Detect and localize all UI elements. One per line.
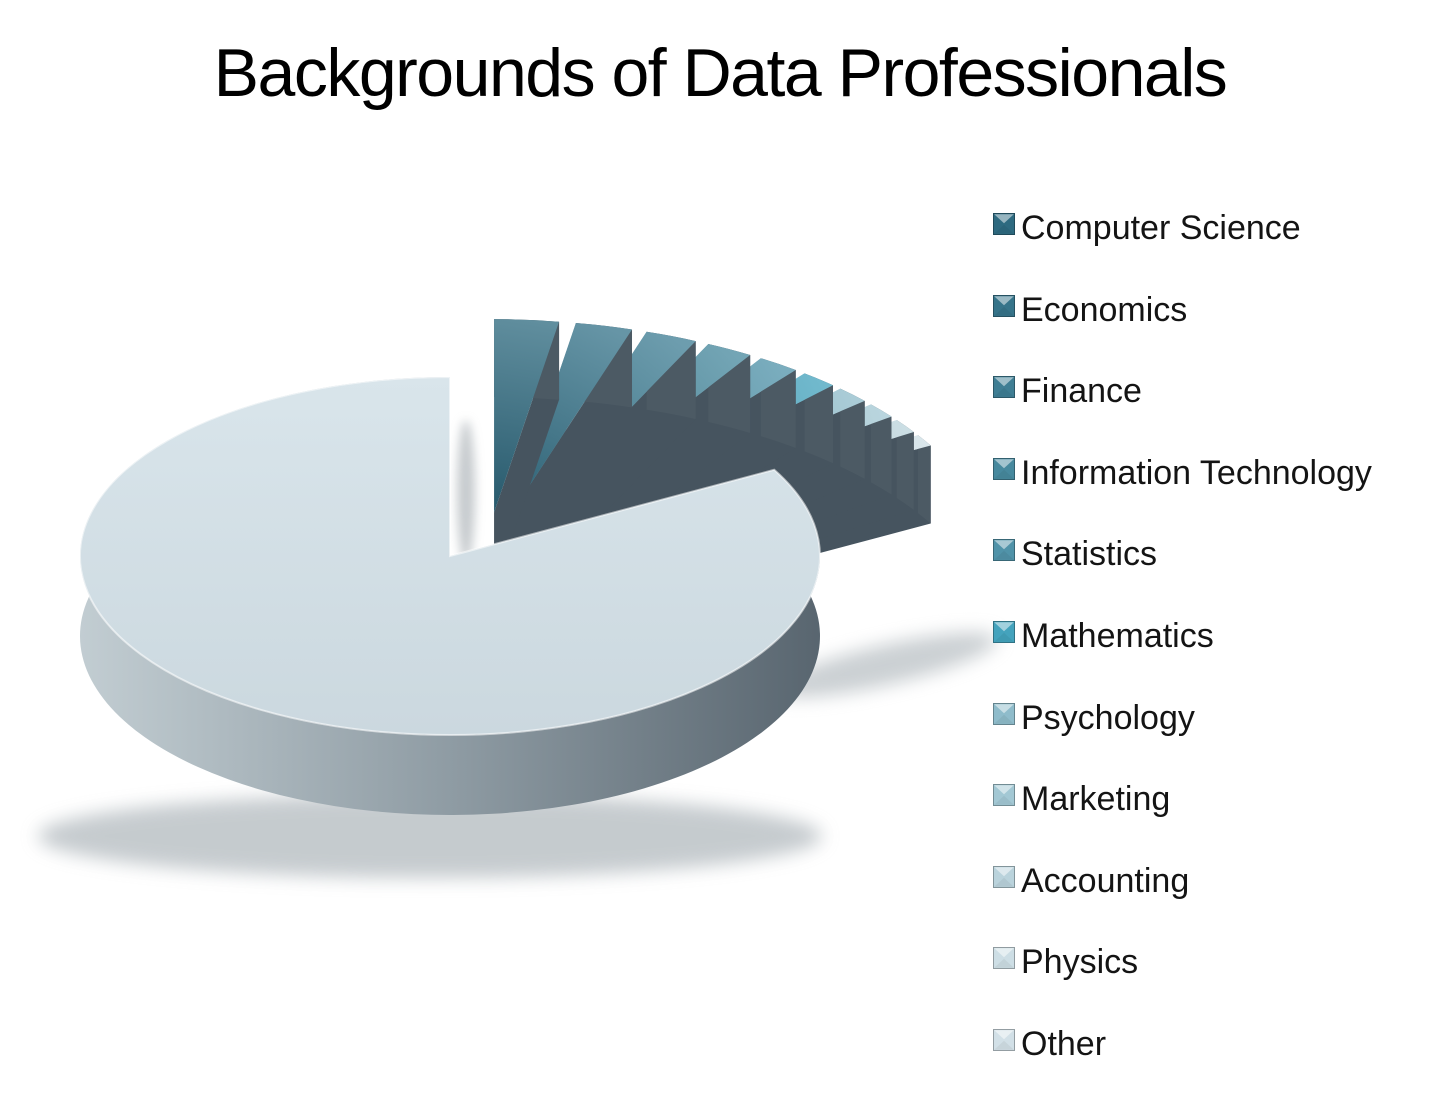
legend-item-psychology: Psychology [993, 700, 1372, 782]
pie-3d-graphic [38, 319, 998, 878]
legend-item-computer-science: Computer Science [993, 210, 1372, 292]
legend-item-label: Psychology [1021, 698, 1195, 737]
legend-swatch-icon [993, 620, 1015, 643]
legend-item-label: Information Technology [1021, 453, 1372, 492]
legend-item-label: Economics [1021, 290, 1188, 329]
legend-item-information-technology: Information Technology [993, 455, 1372, 537]
legend-item-mathematics: Mathematics [993, 618, 1372, 700]
legend-item-label: Other [1021, 1024, 1107, 1063]
legend-item-label: Accounting [1021, 861, 1190, 900]
legend-swatch-icon [993, 784, 1015, 807]
legend-swatch-icon [993, 702, 1015, 725]
legend-swatch-icon [993, 213, 1015, 235]
legend-swatch-icon [993, 947, 1015, 970]
legend-item-finance: Finance [993, 373, 1372, 455]
legend-item-label: Marketing [1021, 780, 1171, 819]
legend-swatch-icon [993, 294, 1015, 317]
slide-canvas: Backgrounds of Data Professionals Comput… [38, 35, 1372, 1062]
chart-legend: Computer Science Economics Finance Informat… [993, 210, 1372, 1108]
legend-item-statistics: Statistics [993, 536, 1372, 618]
legend-item-other: Other [993, 1026, 1372, 1108]
legend-swatch-icon [993, 457, 1015, 480]
pie-slice-computer-science [494, 319, 560, 591]
legend-swatch-icon [993, 1028, 1015, 1051]
legend-item-marketing: Marketing [993, 781, 1372, 863]
legend-item-economics: Economics [993, 292, 1372, 374]
pie-shadow [38, 420, 998, 878]
pie-slice-other [79, 375, 821, 815]
legend-item-accounting: Accounting [993, 863, 1372, 945]
legend-item-physics: Physics [993, 944, 1372, 1026]
legend-item-label: Mathematics [1021, 616, 1214, 655]
legend-item-label: Physics [1021, 943, 1139, 982]
legend-swatch-icon [993, 539, 1015, 562]
legend-swatch-icon [993, 376, 1015, 399]
legend-swatch-icon [993, 865, 1015, 888]
pie-slice-economics [510, 323, 633, 592]
chart-title: Backgrounds of Data Professionals [213, 35, 1228, 111]
legend-item-label: Statistics [1021, 535, 1158, 574]
legend-item-label: Finance [1021, 372, 1142, 411]
legend-item-label: Computer Science [1021, 209, 1301, 247]
